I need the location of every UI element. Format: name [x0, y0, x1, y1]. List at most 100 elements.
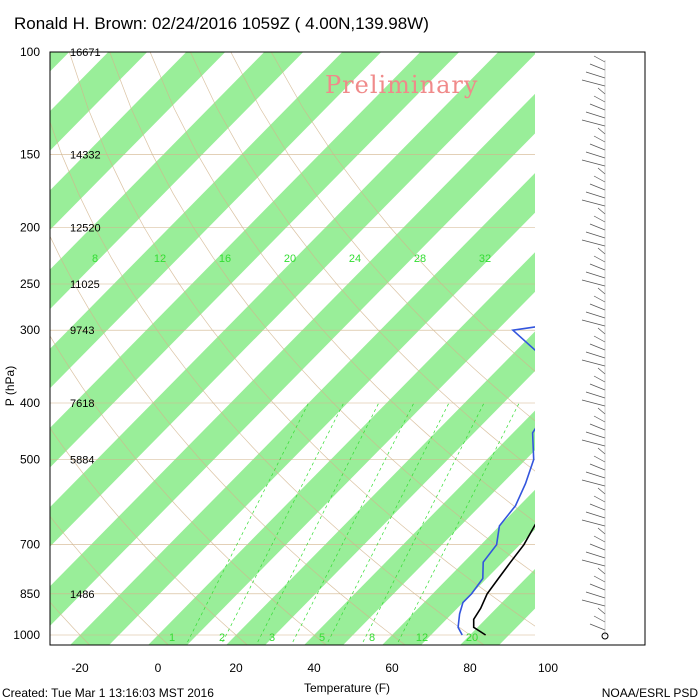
wind-barb [597, 287, 606, 295]
wind-barb [585, 271, 606, 279]
wind-barb [589, 303, 606, 311]
dry-adiabat-line [50, 515, 169, 645]
wind-barb [581, 119, 606, 127]
mixing-ratio-bottom-label: 5 [319, 632, 325, 644]
wind-barb [589, 183, 606, 191]
wind-barb [581, 399, 606, 407]
wind-barb [581, 79, 606, 87]
wind-barb [581, 319, 606, 327]
wind-barb [581, 159, 606, 167]
mixing-ratio-bottom-label: 12 [416, 632, 428, 644]
created-timestamp: Created: Tue Mar 1 13:16:03 MST 2016 [2, 686, 214, 700]
mixing-ratio-line [326, 402, 450, 645]
wind-barb [597, 327, 606, 335]
mixing-ratio-line [185, 402, 309, 645]
dry-adiabat-line [68, 52, 564, 645]
wind-barb [597, 447, 606, 455]
temperature-band [50, 52, 148, 151]
wind-barb [593, 255, 606, 263]
temperature-band [50, 52, 226, 230]
wind-barb [597, 127, 606, 135]
mixing-ratio-label: 28 [414, 253, 426, 265]
height-label: 12520 [70, 223, 101, 235]
dry-adiabat-line [0, 52, 13, 647]
mixing-ratio-bottom-label: 2 [219, 632, 225, 644]
wind-barb [593, 495, 606, 503]
wind-barb [585, 71, 606, 79]
wind-barb [589, 143, 606, 151]
temperature-tick-label: 40 [307, 661, 321, 675]
pressure-tick-label: 500 [20, 452, 40, 466]
wind-barb [585, 191, 606, 199]
source-credit: NOAA/ESRL PSD [602, 686, 699, 700]
wind-barb [597, 527, 606, 535]
wind-barb [589, 383, 606, 391]
temperature-tick-label: 80 [463, 661, 477, 675]
wind-barb [589, 623, 606, 631]
wind-barb [581, 519, 606, 527]
height-label: 1486 [70, 589, 94, 601]
temperature-band [50, 52, 538, 547]
temperature-tick-label: -20 [71, 661, 89, 675]
mixing-ratio-line [290, 402, 415, 645]
dry-adiabat-line [50, 235, 406, 645]
temperature-tick-label: 100 [538, 661, 558, 675]
wind-barb [593, 215, 606, 223]
dry-adiabat-line [50, 427, 248, 645]
plot-frame [49, 51, 646, 646]
dry-adiabat-line [149, 52, 645, 599]
wind-barb [593, 335, 606, 343]
temperature-band [50, 52, 616, 626]
wind-barb [589, 63, 606, 71]
pressure-tick-label: 150 [20, 148, 40, 162]
x-axis-title: Temperature (F) [304, 681, 390, 695]
wind-barb [581, 239, 606, 247]
temperature-band [50, 52, 382, 389]
wind-barb [585, 511, 606, 519]
height-label: 16671 [70, 47, 101, 59]
wind-barb [593, 95, 606, 103]
wind-barb [581, 439, 606, 447]
pressure-tick-label: 700 [20, 538, 40, 552]
wind-barb [585, 551, 606, 559]
wind-barb [581, 559, 606, 567]
height-label: 5884 [70, 454, 94, 466]
height-label: 7618 [70, 398, 94, 410]
wind-barb [585, 591, 606, 599]
y-axis-title: P (hPa) [3, 366, 17, 406]
wind-barb [597, 367, 606, 375]
mixing-ratio-line [255, 402, 380, 645]
dry-adiabat-line [50, 335, 327, 645]
wind-barb [585, 351, 606, 359]
wind-barb [589, 423, 606, 431]
wind-barb-panel [535, 52, 645, 645]
mixing-ratio-label: 24 [349, 253, 361, 265]
wind-barb [593, 615, 606, 623]
mixing-ratio-label: 20 [284, 253, 296, 265]
wind-barb [585, 471, 606, 479]
axis-labels: 100 150 200 250 300 400 500 700 850 1000 -20 0 20 40 6… [13, 45, 558, 675]
temperature-tick-label: 0 [155, 661, 162, 675]
temperature-band [50, 52, 304, 310]
wind-barb [589, 583, 606, 591]
wind-barb [585, 151, 606, 159]
wind-barbs [581, 55, 609, 640]
dry-adiabat-line [270, 52, 645, 458]
wind-barb [593, 135, 606, 143]
wind-barb [581, 359, 606, 367]
height-label: 14332 [70, 150, 101, 162]
pressure-tick-label: 100 [20, 45, 40, 59]
wind-barb [589, 263, 606, 271]
wind-barb [585, 311, 606, 319]
wind-barb [581, 599, 606, 607]
wind-barb [581, 279, 606, 287]
temperature-band [148, 140, 645, 645]
height-label: 11025 [70, 279, 100, 291]
wind-barb [597, 207, 606, 215]
wind-barb [585, 391, 606, 399]
mixing-ratio-line [361, 402, 485, 645]
pressure-tick-label: 1000 [13, 628, 40, 642]
wind-barb [589, 103, 606, 111]
mixing-ratio-bottom-label: 20 [466, 632, 478, 644]
